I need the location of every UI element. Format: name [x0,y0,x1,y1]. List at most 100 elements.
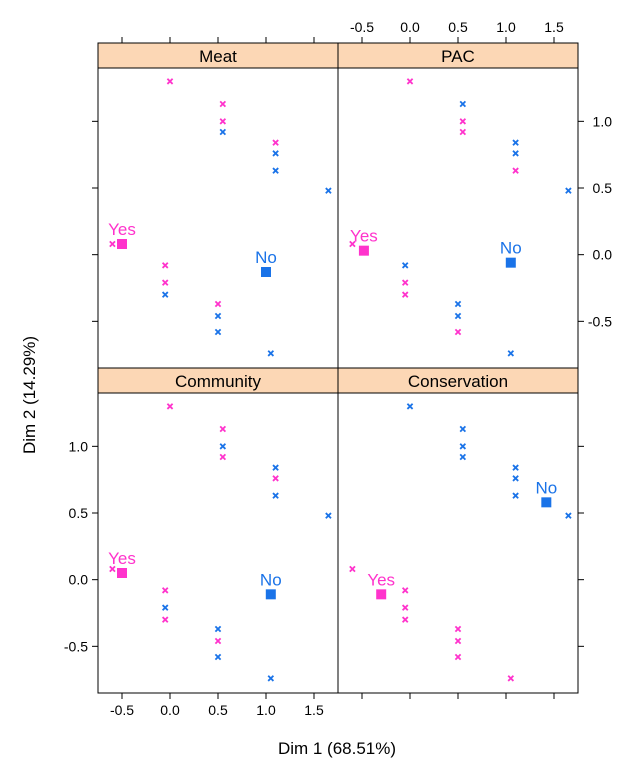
point-stroke [401,604,409,611]
data-point [214,328,222,336]
data-point [272,492,279,499]
panel-title: Meat [199,47,237,66]
data-point [512,464,519,471]
data-point [161,604,169,611]
point-stroke [401,262,409,269]
panel-title: Community [175,372,261,391]
data-point [219,100,227,108]
data-point [214,312,222,320]
point-stroke [219,443,227,450]
data-point [454,653,462,661]
point-stroke [401,616,409,623]
point-stroke [454,625,462,633]
point-stroke [219,453,227,461]
panel-frame [337,392,579,694]
data-point [214,625,222,633]
point-stroke [512,167,519,174]
point-stroke [219,425,227,433]
data-point [272,167,279,174]
y-tick-label: 0.0 [593,247,613,263]
centroid-label: No [260,570,282,589]
x-tick-label: 1.5 [304,702,324,718]
point-stroke [161,604,169,611]
centroid-label: No [500,239,522,258]
y-tick-label: -0.5 [64,638,88,654]
data-point [272,464,279,471]
data-point [166,78,174,85]
point-stroke [459,100,467,108]
point-stroke [512,139,519,146]
point-stroke [214,653,222,661]
data-point [454,625,462,633]
x-tick-label: 1.5 [544,19,564,35]
point-stroke [512,464,519,471]
data-point [161,262,169,269]
data-point [512,139,519,146]
data-point [267,675,275,682]
data-point [349,565,356,573]
panel-strip [337,42,579,69]
data-point [459,453,467,461]
panel-frame [97,392,339,694]
point-stroke [219,118,227,125]
centroid-no [541,497,552,508]
data-point [512,492,519,499]
point-stroke [459,118,467,125]
data-point [507,675,515,682]
data-point [565,512,572,519]
data-point [161,279,169,286]
panel-title: Conservation [408,372,508,391]
centroid-yes [117,239,127,249]
point-stroke [512,475,519,482]
x-tick-label: -0.5 [110,702,134,718]
centroid-label: No [255,248,277,267]
point-stroke [406,78,414,85]
panel-community: Community Yes No [97,367,339,694]
chart-axes: -0.5 0.0 0.5 1.0 1.5 -0.5 0.0 0.5 1.0 1.5 -0.5 0.0 0… [64,19,612,718]
data-point [214,300,222,308]
data-point [325,187,332,194]
x-tick-label: 0.0 [160,702,180,718]
point-stroke [166,403,174,410]
data-point [349,240,356,248]
point-stroke [401,587,409,594]
point-stroke [166,78,174,85]
point-stroke [349,565,356,573]
x-tick-label: 1.0 [256,702,276,718]
point-stroke [272,139,279,146]
data-point [512,150,519,157]
data-point [214,637,222,645]
data-point [406,78,414,85]
centroid-label: Yes [108,220,136,239]
point-stroke [325,187,332,194]
x-tick-label: 0.5 [448,19,468,35]
data-point [512,167,519,174]
point-stroke [161,279,169,286]
data-point [272,150,279,157]
data-point [459,118,467,125]
point-stroke [507,350,515,357]
point-stroke [401,291,409,298]
data-point [219,128,227,136]
panel-frame [97,67,339,369]
data-point [219,425,227,433]
point-stroke [161,262,169,269]
data-point [109,240,116,248]
point-stroke [454,653,462,661]
point-stroke [161,291,169,298]
data-point [161,587,169,594]
y-tick-label: 1.0 [69,438,89,454]
centroid-label: Yes [108,549,136,568]
point-stroke [565,187,572,194]
data-point [272,139,279,146]
chart-panels: MeatYesNoPACYesNoCommunityYesNoConservat… [97,42,579,694]
point-stroke [459,425,467,433]
centroid-no [265,589,276,600]
point-stroke [459,128,467,136]
point-stroke [459,443,467,450]
data-point [267,350,275,357]
data-point [401,616,409,623]
point-stroke [161,616,169,623]
data-point [161,616,169,623]
centroid-label: Yes [367,570,395,589]
